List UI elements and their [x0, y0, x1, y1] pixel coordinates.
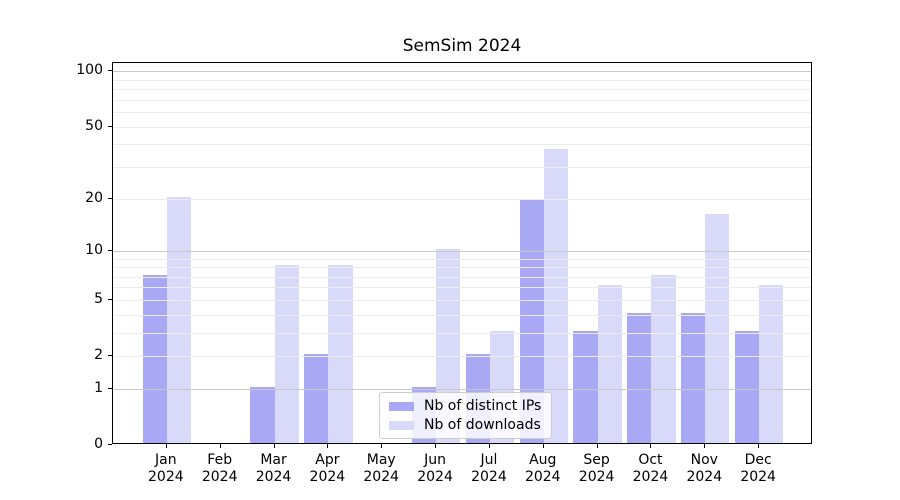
x-tick-mark [704, 444, 706, 448]
x-tick-label-oct: Oct 2024 [632, 452, 669, 485]
y-tick-mark [108, 70, 112, 72]
x-tick-mark [650, 444, 652, 448]
x-axis: Jan 2024 Feb 2024 Mar 2024 Apr 2024 May 2024… [112, 444, 812, 500]
legend-label-distinct-ips: Nb of distinct IPs [424, 398, 542, 414]
bar-jan-downloads [166, 196, 192, 443]
minor-gridline [113, 332, 811, 334]
bar-nov-downloads [705, 213, 730, 443]
y-tick-label: 5 [94, 290, 103, 307]
major-gridline [113, 250, 811, 252]
bar-mar-ips [250, 386, 275, 443]
y-tick-label: 10 [85, 241, 103, 258]
minor-gridline [113, 299, 811, 301]
y-tick-label: 20 [85, 189, 103, 206]
legend-item-distinct-ips: Nb of distinct IPs [389, 398, 541, 414]
y-tick-label: 2 [94, 347, 103, 364]
x-tick-label-aug: Aug 2024 [524, 452, 561, 485]
x-tick-label-jul: Jul 2024 [471, 452, 507, 485]
x-tick-mark [596, 444, 598, 448]
y-tick-label: 100 [76, 62, 103, 79]
x-tick-mark [219, 444, 221, 448]
y-tick-mark [108, 125, 112, 127]
y-tick-mark [108, 298, 112, 300]
plot-area [112, 62, 812, 444]
minor-gridline [113, 198, 811, 200]
x-tick-mark [488, 444, 490, 448]
minor-gridline [113, 99, 811, 101]
minor-gridline [113, 287, 811, 289]
legend: Nb of distinct IPs Nb of downloads [379, 392, 553, 439]
major-gridline [113, 388, 811, 390]
x-tick-mark [542, 444, 544, 448]
y-tick-mark [108, 355, 112, 357]
minor-gridline [113, 89, 811, 91]
bar-mar-downloads [274, 265, 299, 443]
minor-gridline [113, 112, 811, 114]
grid-layer [113, 63, 811, 443]
minor-gridline [113, 79, 811, 81]
y-tick-label: 1 [94, 379, 103, 396]
minor-gridline [113, 258, 811, 260]
x-tick-mark [165, 444, 167, 448]
bar-dec-ips [734, 330, 760, 443]
x-tick-label-feb: Feb 2024 [201, 452, 238, 485]
bar-apr-ips [304, 354, 329, 443]
bar-sep-ips [573, 330, 598, 443]
x-tick-label-jan: Jan 2024 [148, 452, 184, 485]
minor-gridline [113, 144, 811, 146]
x-tick-mark [381, 444, 383, 448]
x-tick-label-jun: Jun 2024 [417, 452, 453, 485]
x-tick-label-may: May 2024 [363, 452, 400, 485]
major-gridline [113, 71, 811, 73]
y-tick-mark [108, 444, 112, 445]
x-tick-mark [435, 444, 437, 448]
legend-item-downloads: Nb of downloads [389, 417, 541, 433]
y-tick-mark [108, 387, 112, 389]
y-tick-mark [108, 249, 112, 251]
bar-apr-downloads [328, 265, 353, 443]
legend-swatch-downloads-icon [389, 420, 414, 430]
minor-gridline [113, 314, 811, 316]
minor-gridline [113, 267, 811, 269]
bar-oct-downloads [651, 274, 676, 443]
bar-jan-ips [142, 274, 167, 443]
y-tick-label: 0 [94, 436, 103, 452]
bar-oct-ips [627, 312, 652, 443]
minor-gridline [113, 356, 811, 358]
x-tick-mark [273, 444, 275, 448]
x-tick-label-apr: Apr 2024 [309, 452, 346, 485]
x-tick-mark [327, 444, 329, 448]
bar-nov-ips [681, 312, 706, 443]
minor-gridline [113, 276, 811, 278]
y-tick-mark [108, 197, 112, 199]
chart-title: SemSim 2024 [402, 36, 522, 56]
y-axis: 0 1 2 5 10 20 50 100 [0, 62, 112, 452]
y-tick-label: 50 [85, 117, 103, 134]
minor-gridline [113, 166, 811, 168]
minor-gridline [113, 126, 811, 128]
x-tick-label-nov: Nov 2024 [686, 452, 723, 485]
x-tick-label-mar: Mar 2024 [255, 452, 292, 485]
legend-swatch-distinct-ips-icon [389, 401, 414, 411]
legend-label-downloads: Nb of downloads [424, 417, 541, 433]
x-tick-label-sep: Sep 2024 [578, 452, 615, 485]
x-tick-label-dec: Dec 2024 [740, 452, 776, 485]
bar-dec-downloads [759, 285, 784, 443]
bar-sep-downloads [597, 285, 622, 443]
x-tick-mark [758, 444, 760, 448]
